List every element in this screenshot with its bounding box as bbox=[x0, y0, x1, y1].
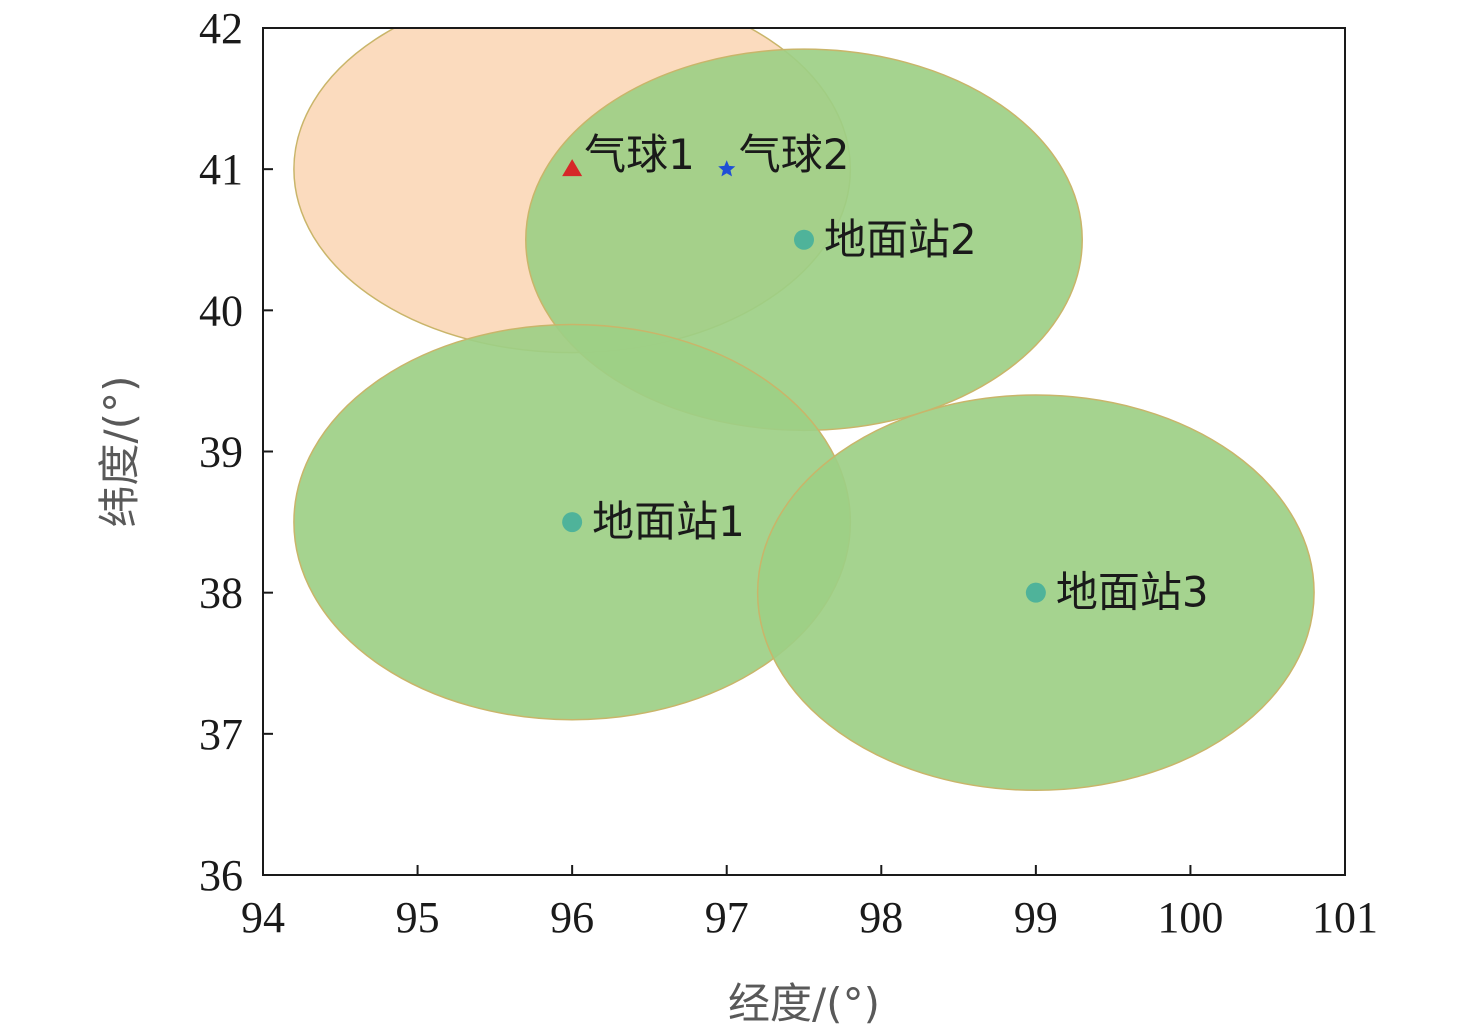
x-tick-label: 98 bbox=[859, 893, 903, 942]
x-tick-label: 96 bbox=[550, 893, 594, 942]
y-tick-label: 39 bbox=[199, 428, 243, 477]
point-label: 气球1 bbox=[584, 130, 695, 179]
point-label: 地面站1 bbox=[592, 497, 745, 546]
balloon-marker bbox=[562, 159, 583, 177]
y-tick-label: 37 bbox=[199, 710, 243, 759]
y-tick-label: 40 bbox=[199, 286, 243, 335]
coverage-areas bbox=[293, 28, 1315, 792]
x-tick-label: 100 bbox=[1157, 893, 1223, 942]
ground-station-marker bbox=[1025, 582, 1046, 603]
x-axis-title: 经度/(°) bbox=[728, 979, 880, 1028]
x-tick-label: 101 bbox=[1312, 893, 1378, 942]
x-axis: 94 95 96 97 98 99 100 101 bbox=[241, 865, 1378, 942]
ground-station-marker bbox=[794, 229, 814, 250]
data-points: 气球1 气球2 地面站2 地面站1 地面站3 bbox=[562, 130, 1209, 617]
y-tick-label: 41 bbox=[199, 145, 243, 194]
y-tick-label: 36 bbox=[199, 851, 243, 900]
point-label: 地面站2 bbox=[824, 215, 977, 264]
x-tick-label: 94 bbox=[241, 893, 285, 942]
y-tick-label: 38 bbox=[199, 569, 243, 618]
y-axis-title: 纬度/(°) bbox=[95, 376, 144, 528]
x-tick-label: 99 bbox=[1014, 893, 1058, 942]
ground-station-marker bbox=[562, 512, 583, 533]
x-tick-label: 97 bbox=[705, 893, 749, 942]
point-label: 气球2 bbox=[739, 130, 850, 179]
point-label: 地面站3 bbox=[1056, 568, 1209, 617]
y-tick-label: 42 bbox=[199, 4, 243, 53]
balloon-marker bbox=[718, 160, 736, 177]
x-tick-label: 95 bbox=[396, 893, 440, 942]
y-axis: 36 37 38 39 40 41 42 bbox=[199, 4, 273, 900]
